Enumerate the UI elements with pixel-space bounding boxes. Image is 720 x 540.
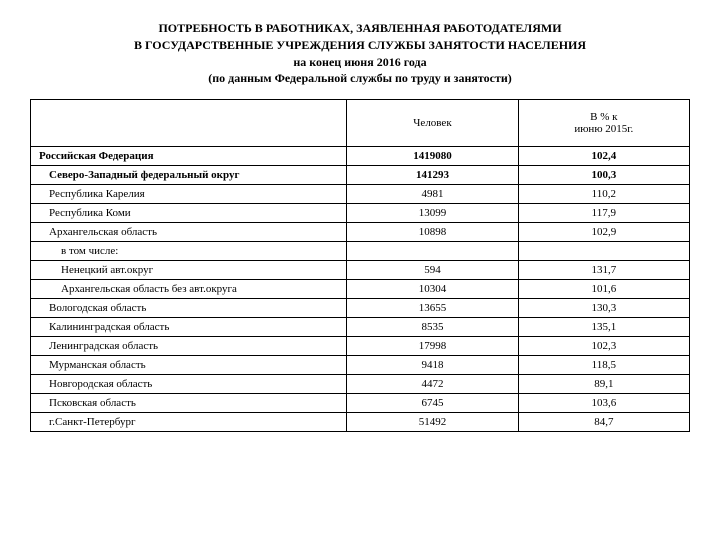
row-percent: 118,5: [518, 356, 689, 375]
row-people: 17998: [347, 337, 518, 356]
row-label: Архангельская область без авт.округа: [31, 280, 347, 299]
row-people: 9418: [347, 356, 518, 375]
table-row: Ненецкий авт.округ594131,7: [31, 261, 690, 280]
row-percent: 102,9: [518, 223, 689, 242]
row-label: г.Санкт-Петербург: [31, 413, 347, 432]
row-label: Калининградская область: [31, 318, 347, 337]
table-row: г.Санкт-Петербург5149284,7: [31, 413, 690, 432]
row-percent: 103,6: [518, 394, 689, 413]
document-title: ПОТРЕБНОСТЬ В РАБОТНИКАХ, ЗАЯВЛЕННАЯ РАБ…: [30, 20, 690, 87]
title-line2: В ГОСУДАРСТВЕННЫЕ УЧРЕЖДЕНИЯ СЛУЖБЫ ЗАНЯ…: [134, 38, 586, 52]
title-line3: на конец июня 2016 года: [293, 55, 426, 69]
table-row: Псковская область6745103,6: [31, 394, 690, 413]
data-table: Человек В % к июню 2015г. Российская Фед…: [30, 99, 690, 432]
row-people: 6745: [347, 394, 518, 413]
row-people: [347, 242, 518, 261]
table-row: Республика Коми13099117,9: [31, 204, 690, 223]
table-row: Вологодская область13655130,3: [31, 299, 690, 318]
row-people: 10898: [347, 223, 518, 242]
row-people: 10304: [347, 280, 518, 299]
row-label: Ненецкий авт.округ: [31, 261, 347, 280]
table-row: Республика Карелия4981110,2: [31, 185, 690, 204]
header-row: Человек В % к июню 2015г.: [31, 100, 690, 147]
table-row: Северо-Западный федеральный округ1412931…: [31, 166, 690, 185]
row-people: 13655: [347, 299, 518, 318]
table-row: Архангельская область10898102,9: [31, 223, 690, 242]
row-label: Республика Карелия: [31, 185, 347, 204]
row-percent: [518, 242, 689, 261]
row-people: 51492: [347, 413, 518, 432]
row-percent: 100,3: [518, 166, 689, 185]
row-people: 1419080: [347, 147, 518, 166]
header-percent: В % к июню 2015г.: [518, 100, 689, 147]
row-percent: 102,4: [518, 147, 689, 166]
row-label: Новгородская область: [31, 375, 347, 394]
row-percent: 130,3: [518, 299, 689, 318]
row-label: Псковская область: [31, 394, 347, 413]
row-percent: 102,3: [518, 337, 689, 356]
row-people: 4981: [347, 185, 518, 204]
title-line4: (по данным Федеральной службы по труду и…: [208, 71, 512, 85]
row-label: Вологодская область: [31, 299, 347, 318]
row-percent: 84,7: [518, 413, 689, 432]
row-people: 13099: [347, 204, 518, 223]
row-people: 4472: [347, 375, 518, 394]
row-label: Ленинградская область: [31, 337, 347, 356]
row-people: 594: [347, 261, 518, 280]
table-row: Новгородская область447289,1: [31, 375, 690, 394]
header-people: Человек: [347, 100, 518, 147]
row-label: Российская Федерация: [31, 147, 347, 166]
row-people: 8535: [347, 318, 518, 337]
table-row: Калининградская область8535135,1: [31, 318, 690, 337]
table-row: Мурманская область9418118,5: [31, 356, 690, 375]
row-percent: 89,1: [518, 375, 689, 394]
row-label: Республика Коми: [31, 204, 347, 223]
row-label: Архангельская область: [31, 223, 347, 242]
header-region: [31, 100, 347, 147]
row-label: в том числе:: [31, 242, 347, 261]
row-people: 141293: [347, 166, 518, 185]
row-label: Мурманская область: [31, 356, 347, 375]
row-percent: 101,6: [518, 280, 689, 299]
row-percent: 131,7: [518, 261, 689, 280]
table-body: Российская Федерация1419080102,4Северо-З…: [31, 147, 690, 432]
table-row: Российская Федерация1419080102,4: [31, 147, 690, 166]
row-percent: 110,2: [518, 185, 689, 204]
row-label: Северо-Западный федеральный округ: [31, 166, 347, 185]
table-row: Ленинградская область17998102,3: [31, 337, 690, 356]
table-row: в том числе:: [31, 242, 690, 261]
row-percent: 135,1: [518, 318, 689, 337]
row-percent: 117,9: [518, 204, 689, 223]
title-line1: ПОТРЕБНОСТЬ В РАБОТНИКАХ, ЗАЯВЛЕННАЯ РАБ…: [158, 21, 561, 35]
table-row: Архангельская область без авт.округа1030…: [31, 280, 690, 299]
